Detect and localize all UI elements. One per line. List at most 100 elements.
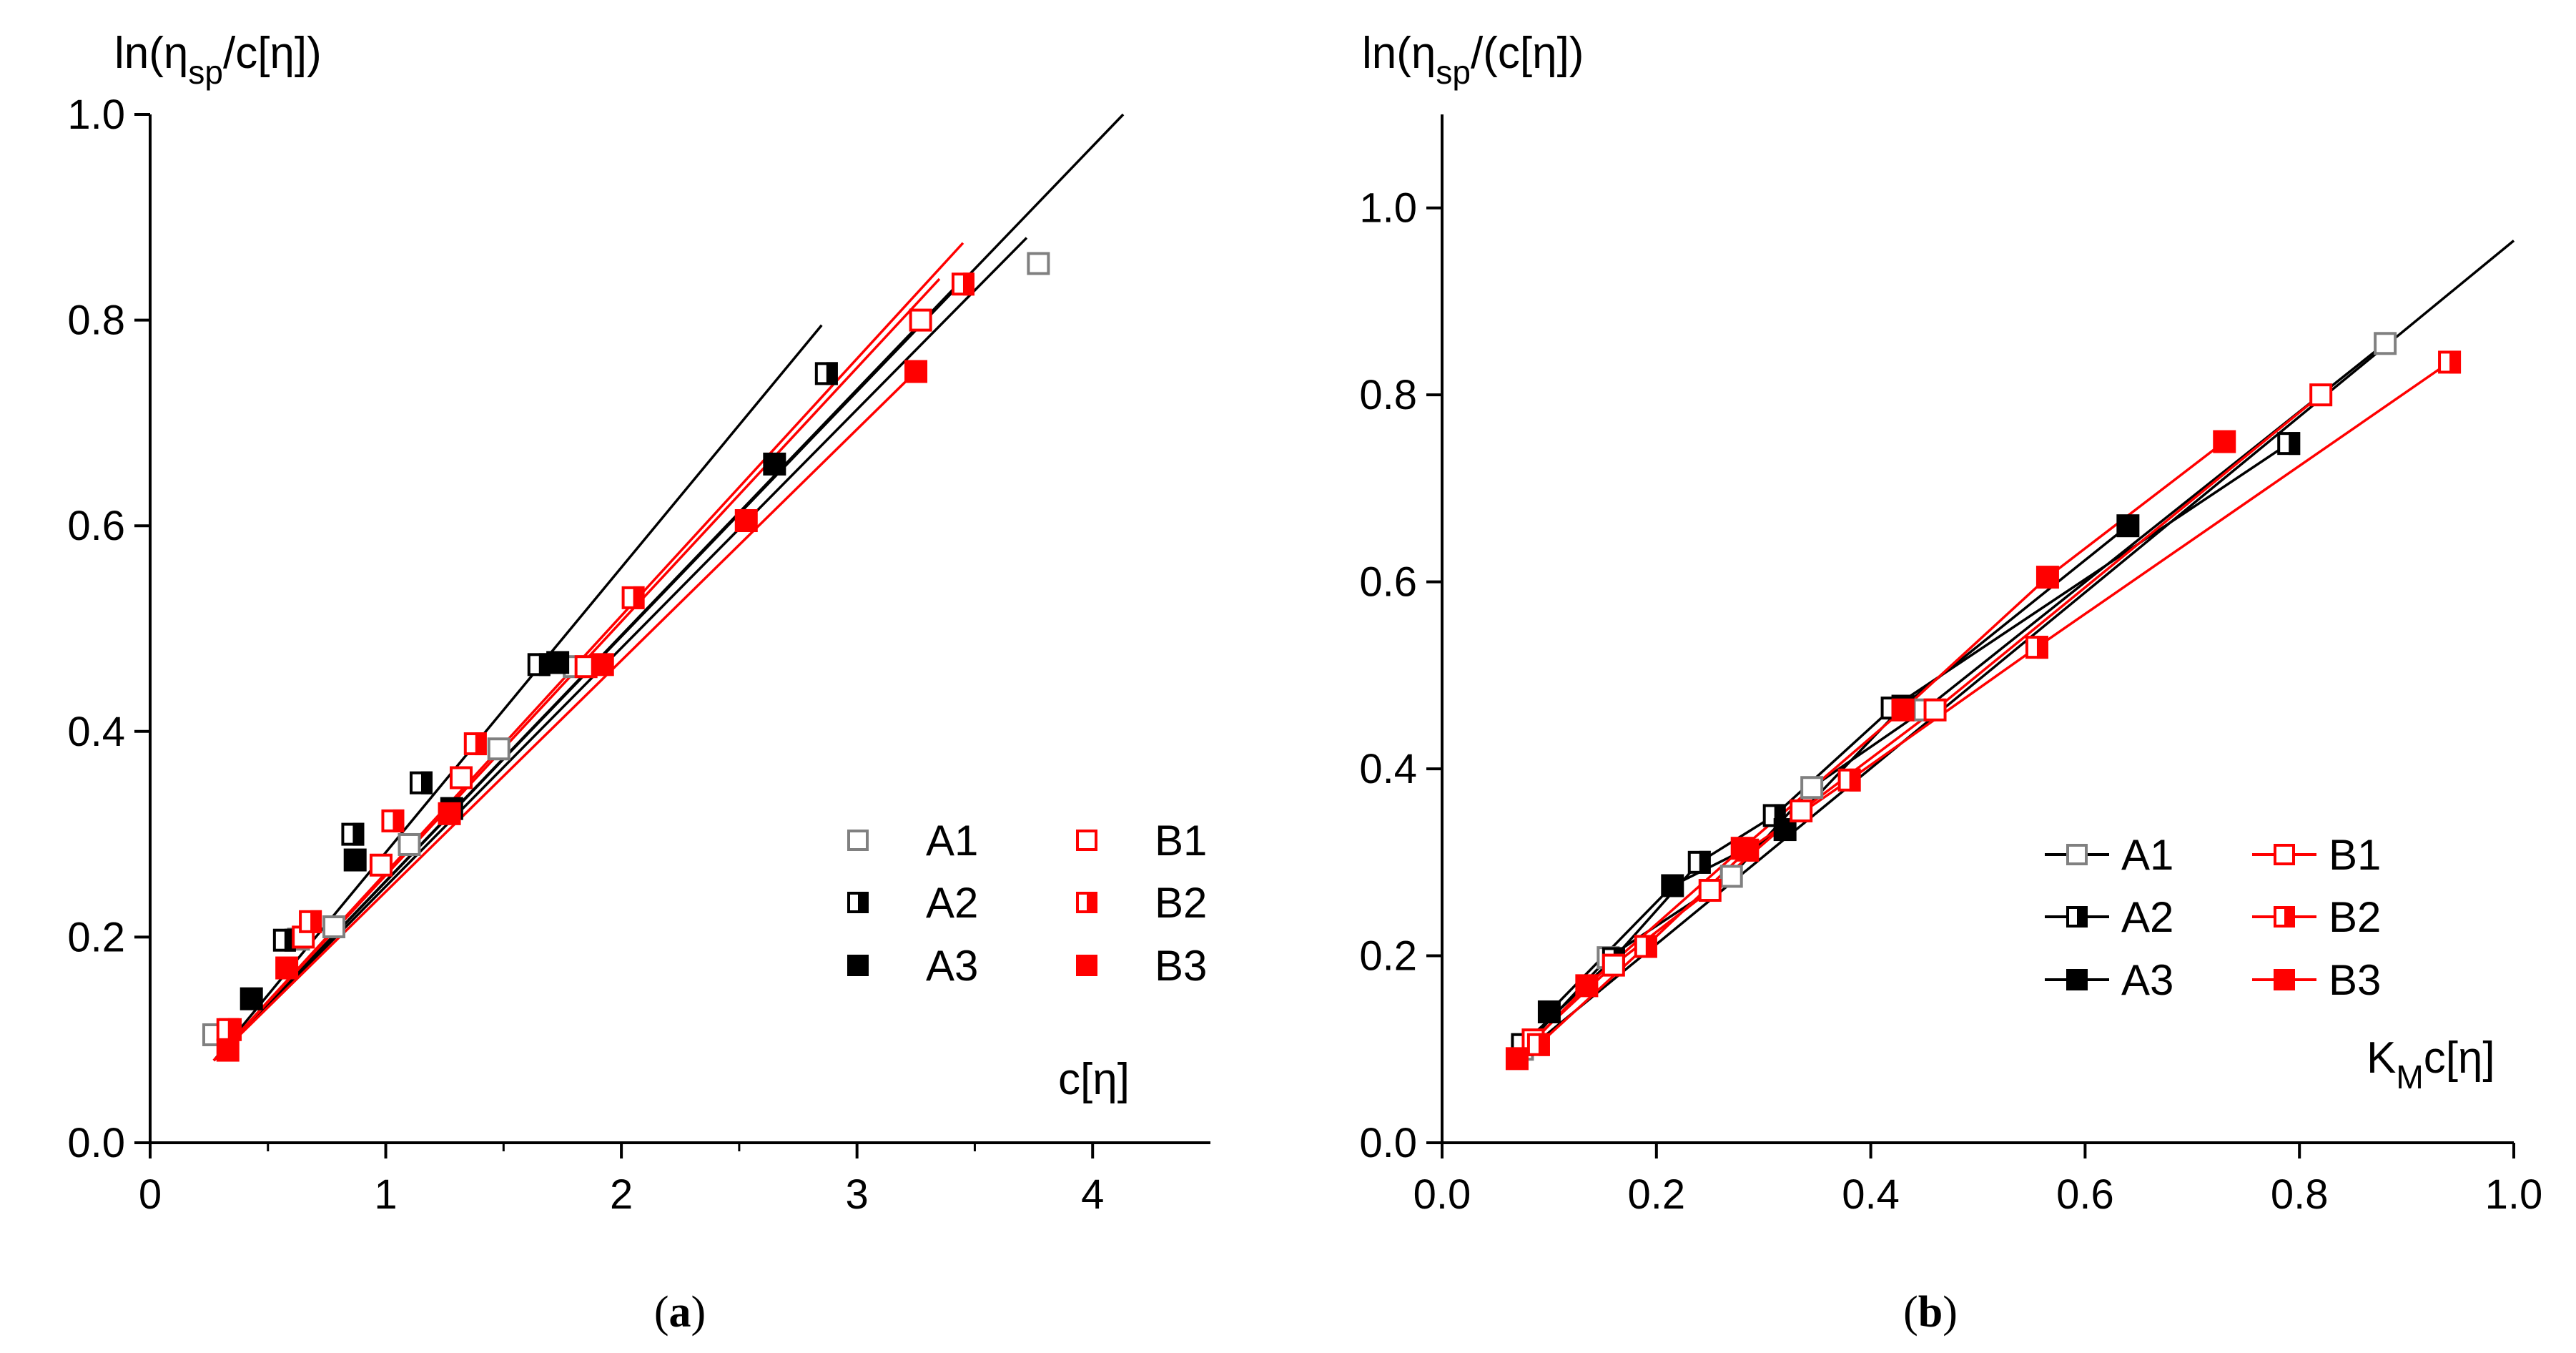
data-point-b2	[1634, 935, 1657, 958]
data-point-a1	[1800, 776, 1824, 800]
x-tick-label: 1	[374, 1171, 397, 1218]
legend-label: B1	[2329, 831, 2381, 879]
legend-label: A3	[926, 942, 978, 990]
data-point-b2	[299, 910, 322, 933]
data-point-b2	[1837, 768, 1861, 792]
data-point-b1	[2309, 383, 2333, 407]
y-axis-label-b: ln(ηsp/(c[η])	[1362, 29, 1584, 91]
x-tick-label: 2	[610, 1171, 633, 1218]
y-tick-label: 1.0	[67, 92, 125, 138]
data-point-a2	[814, 362, 838, 385]
data-point-b3	[591, 653, 614, 676]
legend-label: B3	[1155, 942, 1207, 990]
data-point-a1	[2374, 332, 2397, 355]
legend-marker-b1	[1076, 830, 1097, 851]
legend-label: A2	[926, 879, 978, 927]
series-line-b2	[1537, 360, 2451, 1046]
legend-marker-a2	[847, 892, 869, 913]
legend-item-a1: A1	[2045, 831, 2173, 879]
data-point-b3	[2035, 566, 2059, 589]
fit-line	[1516, 240, 2515, 1060]
data-point-b1	[369, 853, 393, 877]
caption-b: (b)	[1903, 1288, 1958, 1337]
legend-label: A2	[2121, 893, 2173, 941]
x-tick-label: 0.0	[1413, 1171, 1471, 1218]
x-axis-label-a: c[η]	[1058, 1055, 1130, 1104]
legend-item-a2: A2	[847, 879, 978, 927]
y-tick-label: 1.0	[1359, 185, 1417, 232]
legend-marker-a1	[2066, 844, 2088, 865]
legend-item-a3: A3	[847, 942, 978, 990]
data-point-b1	[1923, 698, 1947, 722]
fit-lines-a	[212, 113, 1125, 1062]
data-point-b3	[1575, 974, 1599, 998]
data-point-a2	[2277, 432, 2301, 456]
legend-marker-b1	[2274, 844, 2295, 865]
data-point-b3	[2213, 430, 2236, 453]
data-point-a1	[487, 737, 510, 761]
data-point-a3	[546, 651, 570, 674]
legend-marker-b2	[1076, 892, 1097, 913]
data-points-b	[1505, 332, 2462, 1071]
legend-item-b2: B2	[2252, 893, 2381, 941]
ticks-a: 0 1 2 3 4 0.0 0.2 0.4 0.6 0.8 1.0	[67, 92, 1104, 1218]
fit-line	[212, 324, 823, 1062]
data-point-b3	[904, 360, 928, 383]
legend-label: A3	[2121, 956, 2173, 1004]
y-tick-label: 0.8	[1359, 372, 1417, 418]
data-point-a2	[1687, 850, 1711, 874]
legend-label: B2	[2329, 893, 2381, 941]
legend-a: A1 A2 A3 B1 B2 B3	[847, 817, 1207, 990]
x-axis-label-b: KMc[η]	[2367, 1033, 2495, 1096]
y-tick-label: 0.0	[1359, 1120, 1417, 1166]
data-point-a3	[240, 987, 263, 1010]
legend-label: B1	[1155, 817, 1207, 865]
chart-panel-a: 0 1 2 3 4 0.0 0.2 0.4 0.6 0.8 1.0 ln(ηsp/c[η]) c[η…	[67, 29, 1210, 1337]
legend-label: B3	[2329, 956, 2381, 1004]
legend-marker-b3	[2274, 969, 2295, 990]
data-point-a1	[1719, 865, 1743, 888]
y-tick-label: 0.4	[1359, 746, 1417, 792]
x-tick-label: 0.8	[2271, 1171, 2329, 1218]
data-point-b2	[1526, 1033, 1550, 1056]
legend-marker-a2	[2066, 906, 2088, 928]
caption-a: (a)	[654, 1288, 706, 1337]
data-point-a3	[343, 848, 367, 872]
data-point-a2	[341, 822, 365, 846]
x-tick-label: 3	[846, 1171, 869, 1218]
data-point-b1	[1790, 799, 1813, 822]
legend-item-b3: B3	[1076, 942, 1207, 990]
data-point-a1	[398, 832, 421, 856]
fit-lines-b	[1516, 240, 2515, 1060]
data-points-a	[202, 252, 1050, 1062]
legend-b: A1 A2 A3 B1 B2 B3	[2045, 831, 2381, 1004]
data-point-a1	[1027, 252, 1050, 275]
data-point-b1	[909, 308, 932, 332]
data-point-a3	[2116, 514, 2140, 538]
data-point-b2	[381, 809, 405, 832]
data-point-a3	[1537, 1000, 1561, 1023]
y-tick-label: 0.4	[67, 709, 125, 755]
data-point-b2	[2438, 350, 2462, 374]
data-point-b3	[734, 509, 758, 533]
data-point-b1	[450, 766, 473, 789]
x-tick-label: 0.2	[1627, 1171, 1685, 1218]
data-point-b2	[463, 732, 487, 756]
data-point-a2	[409, 771, 433, 794]
legend-label: A1	[926, 817, 978, 865]
data-point-b3	[438, 802, 461, 825]
data-point-a3	[763, 452, 786, 476]
legend-item-b2: B2	[1076, 879, 1207, 927]
legend-marker-b3	[1076, 955, 1097, 976]
x-tick-label: 0	[139, 1171, 162, 1218]
data-point-b3	[1730, 837, 1754, 860]
legend-marker-b2	[2274, 906, 2295, 928]
y-tick-label: 0.6	[67, 503, 125, 549]
data-point-b2	[621, 586, 645, 609]
ticks-b: 0.0 0.2 0.4 0.6 0.8 1.0 0.0 0.2 0.4 0.6 0.8 1.0	[1359, 185, 2542, 1218]
legend-marker-a3	[847, 955, 869, 976]
data-point-a1	[322, 915, 346, 939]
chart-panel-b: 0.0 0.2 0.4 0.6 0.8 1.0 0.0 0.2 0.4 0.6 0.8 1.0 ln(…	[1359, 29, 2542, 1337]
x-tick-label: 0.6	[2056, 1171, 2114, 1218]
